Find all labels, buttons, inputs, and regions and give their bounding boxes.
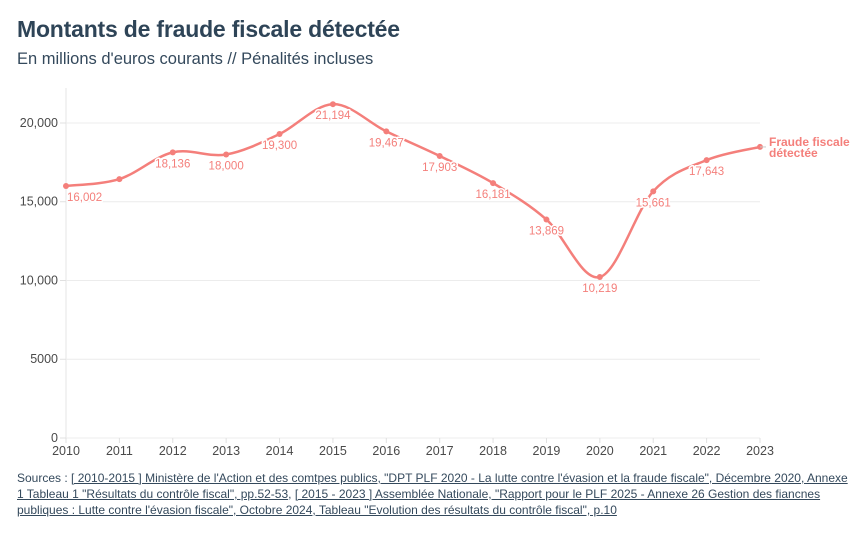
data-point — [490, 180, 497, 187]
x-tick-label: 2023 — [746, 444, 774, 458]
line-chart: 0 5000 10,000 15,000 20,000 2010 2011 2012 2013… — [20, 88, 851, 458]
y-tick-label: 15,000 — [20, 195, 58, 209]
data-label: 13,869 — [529, 226, 564, 238]
x-tick-label: 2017 — [426, 444, 454, 458]
x-tick-label: 2015 — [319, 444, 347, 458]
x-tick-label: 2010 — [52, 444, 80, 458]
y-tick-label: 10,000 — [20, 273, 58, 287]
y-tick-label: 0 — [51, 431, 58, 445]
data-point — [650, 188, 657, 195]
sources-prefix: Sources : — [17, 471, 72, 485]
data-label: 16,002 — [67, 192, 102, 204]
data-point — [383, 128, 390, 135]
series-label: Fraude fiscale — [769, 135, 850, 149]
x-tick-label: 2022 — [693, 444, 721, 458]
x-axis: 2010 2011 2012 2013 2014 2015 2016 2017 2018 2019… — [52, 438, 774, 458]
x-tick-label: 2020 — [586, 444, 614, 458]
x-tick-label: 2019 — [533, 444, 561, 458]
x-tick-label: 2012 — [159, 444, 187, 458]
grid-lines — [65, 88, 760, 439]
data-point — [596, 274, 603, 281]
y-axis: 0 5000 10,000 15,000 20,000 — [20, 116, 66, 445]
data-labels: 16,002 18,136 18,000 19,300 21,194 19,467 17,9… — [66, 109, 851, 297]
series-label: détectée — [769, 146, 818, 160]
data-label: 19,300 — [262, 140, 297, 152]
data-label: 17,643 — [689, 166, 724, 178]
data-point — [276, 131, 283, 138]
data-label: 19,467 — [369, 137, 404, 149]
x-tick-label: 2013 — [212, 444, 240, 458]
data-point — [223, 151, 230, 158]
data-label: 16,181 — [475, 189, 510, 201]
data-point — [63, 182, 69, 189]
x-tick-label: 2014 — [266, 444, 294, 458]
data-label: 18,000 — [209, 160, 244, 172]
data-label: 21,194 — [315, 110, 351, 122]
data-point — [543, 216, 550, 223]
data-label: 18,136 — [155, 158, 190, 170]
data-point — [329, 101, 336, 108]
data-label: 10,219 — [582, 283, 617, 295]
data-label: 17,903 — [422, 162, 457, 174]
source-link-2010-2015[interactable]: [ 2010-2015 ] Ministère de l'Action et d… — [17, 471, 848, 501]
y-tick-label: 20,000 — [20, 116, 58, 130]
data-point — [169, 149, 176, 156]
y-tick-label: 5000 — [30, 352, 58, 366]
x-tick-label: 2016 — [372, 444, 400, 458]
x-tick-label: 2011 — [106, 444, 133, 458]
sources-note: Sources : [ 2010-2015 ] Ministère de l'A… — [17, 470, 852, 518]
x-tick-label: 2018 — [479, 444, 507, 458]
source-link-2015-2023[interactable]: [ 2015 - 2023 ] Assemblée Nationale, "Ra… — [17, 487, 821, 517]
data-label: 15,661 — [636, 197, 671, 209]
series-fraude — [63, 101, 763, 281]
chart-subtitle: En millions d'euros courants // Pénalité… — [17, 50, 374, 68]
data-point — [703, 157, 710, 164]
series-line — [64, 102, 762, 279]
data-point — [116, 176, 123, 183]
x-tick-label: 2021 — [639, 444, 667, 458]
chart-title: Montants de fraude fiscale détectée — [17, 16, 400, 42]
sources-separator: , — [288, 487, 295, 501]
data-point — [436, 153, 443, 160]
